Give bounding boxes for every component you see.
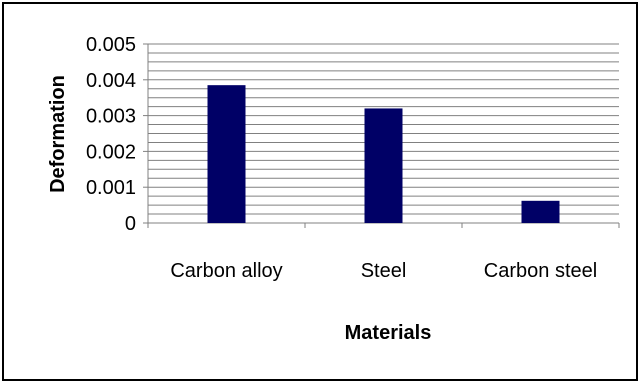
bar-1 <box>364 108 403 223</box>
y-tick-label: 0 <box>125 213 136 235</box>
y-tick-label: 0.003 <box>86 106 136 128</box>
y-tick-label: 0.005 <box>86 34 136 56</box>
bar-0 <box>207 85 246 223</box>
y-axis-title: Deformation <box>47 75 69 193</box>
x-category-label: Carbon alloy <box>170 260 282 282</box>
x-category-labels: Carbon alloy Steel Carbon steel <box>170 260 597 282</box>
x-axis-title: Materials <box>345 322 432 344</box>
bar-chart: 0 0.001 0.002 0.003 0.004 0.005 Carbon alloy S… <box>47 34 620 344</box>
y-tick-label: 0.001 <box>86 177 136 199</box>
bar-2 <box>521 200 560 223</box>
y-tick-label: 0.004 <box>86 70 136 92</box>
bars <box>207 85 560 223</box>
y-tick-label: 0.002 <box>86 141 136 163</box>
x-category-label: Carbon steel <box>484 260 597 282</box>
y-tick-labels: 0 0.001 0.002 0.003 0.004 0.005 <box>86 34 136 235</box>
x-category-label: Steel <box>361 260 407 282</box>
chart-frame: 0 0.001 0.002 0.003 0.004 0.005 Carbon alloy S… <box>2 2 638 381</box>
